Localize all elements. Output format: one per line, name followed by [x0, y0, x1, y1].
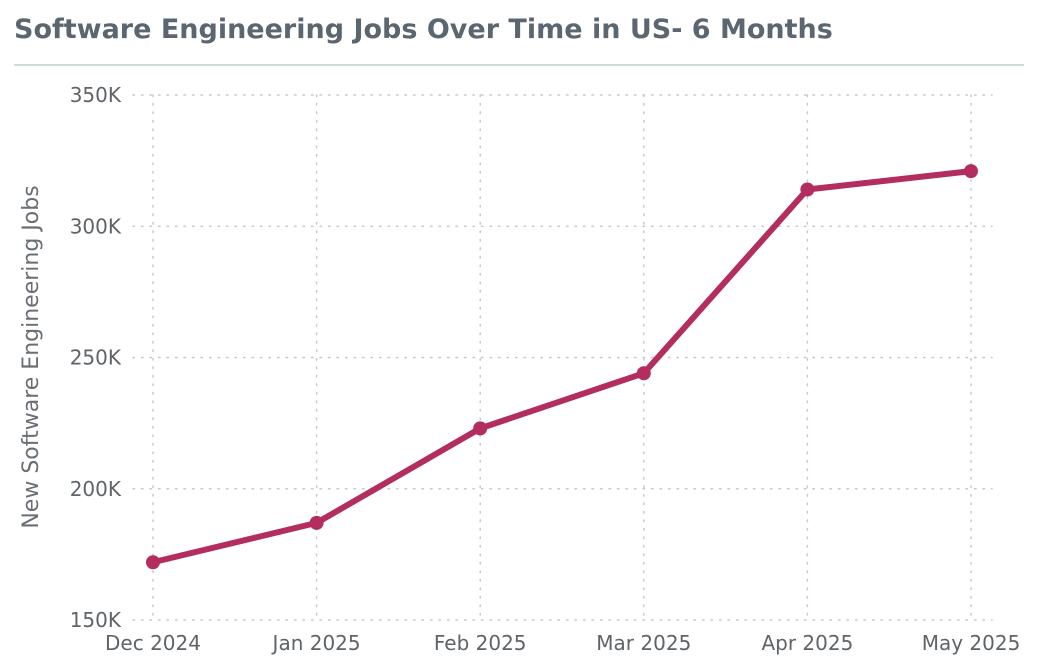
y-tick-label: 350K — [70, 83, 122, 107]
data-point[interactable] — [964, 164, 978, 179]
data-point[interactable] — [473, 421, 488, 436]
series-layer — [146, 164, 978, 570]
x-tick-label: May 2025 — [922, 631, 1021, 655]
y-axis-ticks: 150K 200K 250K 300K 350K — [70, 83, 122, 632]
y-tick-label: 200K — [70, 477, 122, 501]
data-point[interactable] — [800, 182, 815, 197]
x-tick-label: Mar 2025 — [596, 631, 691, 655]
grid — [132, 94, 993, 621]
data-point[interactable] — [146, 555, 160, 570]
data-point[interactable] — [636, 366, 651, 381]
x-tick-label: Jan 2025 — [271, 631, 361, 655]
x-tick-label: Dec 2024 — [105, 631, 201, 655]
y-axis-title: New Software Engineering Jobs — [19, 185, 44, 528]
data-point[interactable] — [309, 515, 324, 530]
y-tick-label: 300K — [70, 214, 122, 238]
x-tick-label: Apr 2025 — [761, 631, 853, 655]
y-tick-label: 250K — [70, 346, 122, 370]
title-divider — [14, 64, 1024, 66]
series-line — [150, 168, 974, 566]
y-tick-label: 150K — [70, 608, 122, 632]
x-tick-label: Feb 2025 — [434, 631, 527, 655]
chart-title: Software Engineering Jobs Over Time in U… — [14, 14, 833, 45]
x-axis-ticks: Dec 2024 Jan 2025 Feb 2025 Mar 2025 Apr 2025… — [105, 631, 1020, 655]
